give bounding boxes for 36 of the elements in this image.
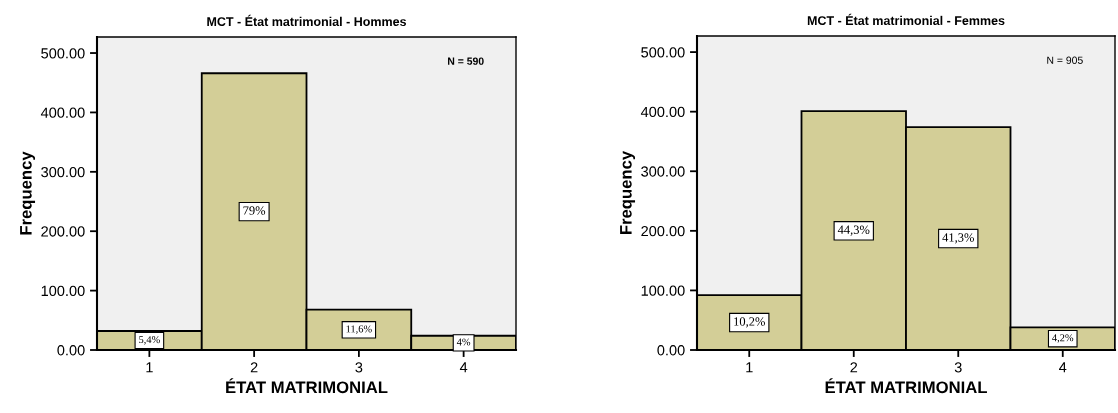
- x-tick-label: 4: [459, 362, 468, 373]
- x-tick-label: 3: [355, 362, 363, 373]
- y-tick-label: 0.00: [57, 345, 85, 356]
- annotation: 41,3%: [942, 233, 974, 244]
- y-tick-label: 500.00: [41, 48, 85, 59]
- x-tick-label: 3: [954, 362, 962, 373]
- annotation: 10,2%: [734, 317, 765, 328]
- x-tick-label: 2: [250, 362, 258, 373]
- x-tick-label: 2: [850, 362, 858, 373]
- x-axis-title: ÉTAT MATRIMONIAL: [226, 378, 388, 394]
- x-axis-title: ÉTAT MATRIMONIAL: [825, 378, 987, 394]
- y-tick-label: 100.00: [641, 285, 685, 296]
- x-tick-label: 1: [746, 362, 753, 373]
- x-tick-label: 1: [146, 362, 153, 373]
- annotation: 5,4%: [139, 336, 160, 345]
- annotation: N = 590: [448, 57, 484, 65]
- annotation: 11,6%: [346, 325, 372, 334]
- annotation: N = 905: [1047, 56, 1083, 64]
- y-tick-label: 500.00: [641, 47, 685, 58]
- y-tick-label: 400.00: [640, 106, 685, 118]
- y-tick-label: 0.00: [657, 345, 685, 356]
- y-axis-title: Frequency: [620, 150, 636, 235]
- y-tick-label: 200.00: [41, 226, 85, 237]
- x-tick-label: 4: [1059, 362, 1067, 373]
- y-tick-label: 300.00: [641, 166, 685, 177]
- y-axis-title: Frequency: [20, 151, 36, 235]
- chart-title: MCT - État matrimonial - Hommes: [207, 14, 406, 27]
- y-tick-label: 200.00: [641, 225, 685, 237]
- annotation: 44,3%: [837, 225, 870, 236]
- y-tick-label: 300.00: [41, 166, 85, 178]
- annotation: 79%: [243, 206, 266, 215]
- chart-title: MCT - État matrimonial - Femmes: [807, 13, 1005, 26]
- annotation: 4%: [456, 338, 471, 346]
- annotation: 4,2%: [1052, 334, 1074, 343]
- y-tick-label: 400.00: [40, 107, 85, 118]
- y-tick-label: 100.00: [41, 285, 85, 297]
